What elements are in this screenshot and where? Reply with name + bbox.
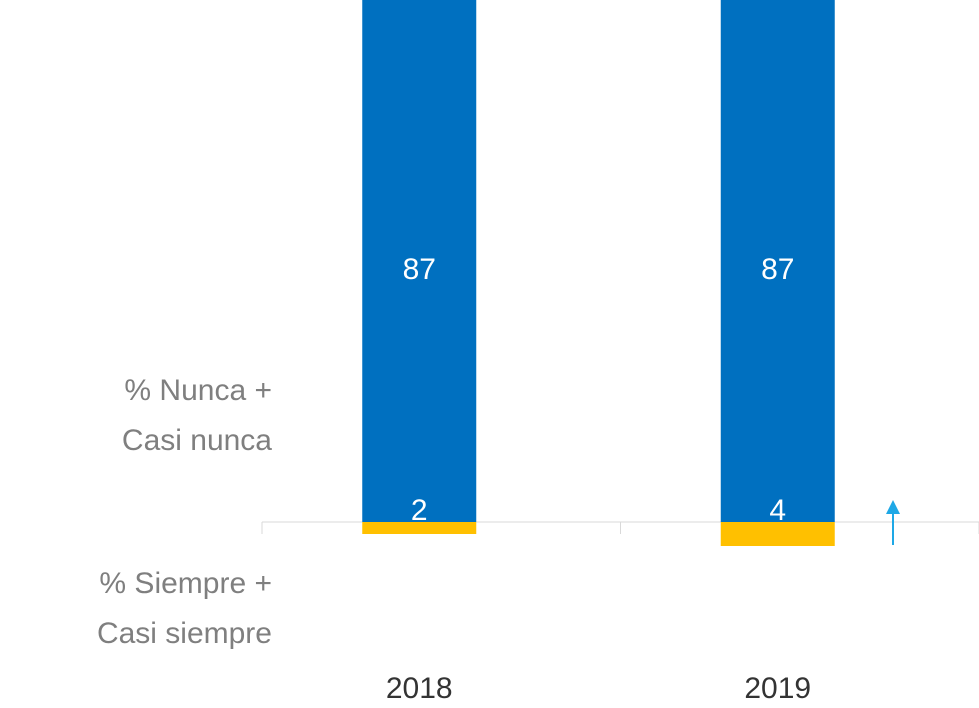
data-label: 87: [403, 253, 436, 286]
x-tick-label: 2019: [744, 672, 811, 705]
data-label: 87: [761, 253, 794, 286]
side-label: % Nunca +: [124, 374, 272, 407]
side-label: Casi siempre: [97, 617, 272, 650]
bar: [362, 522, 477, 534]
significance-arrow: [886, 500, 900, 545]
data-label: 2: [411, 494, 428, 527]
x-tick-label: 2018: [386, 672, 453, 705]
side-label: Casi nunca: [122, 424, 272, 457]
bar: [362, 0, 477, 522]
data-label: 4: [769, 494, 786, 527]
bar: [720, 522, 835, 546]
bar: [720, 0, 835, 522]
side-label: % Siempre +: [99, 567, 272, 600]
